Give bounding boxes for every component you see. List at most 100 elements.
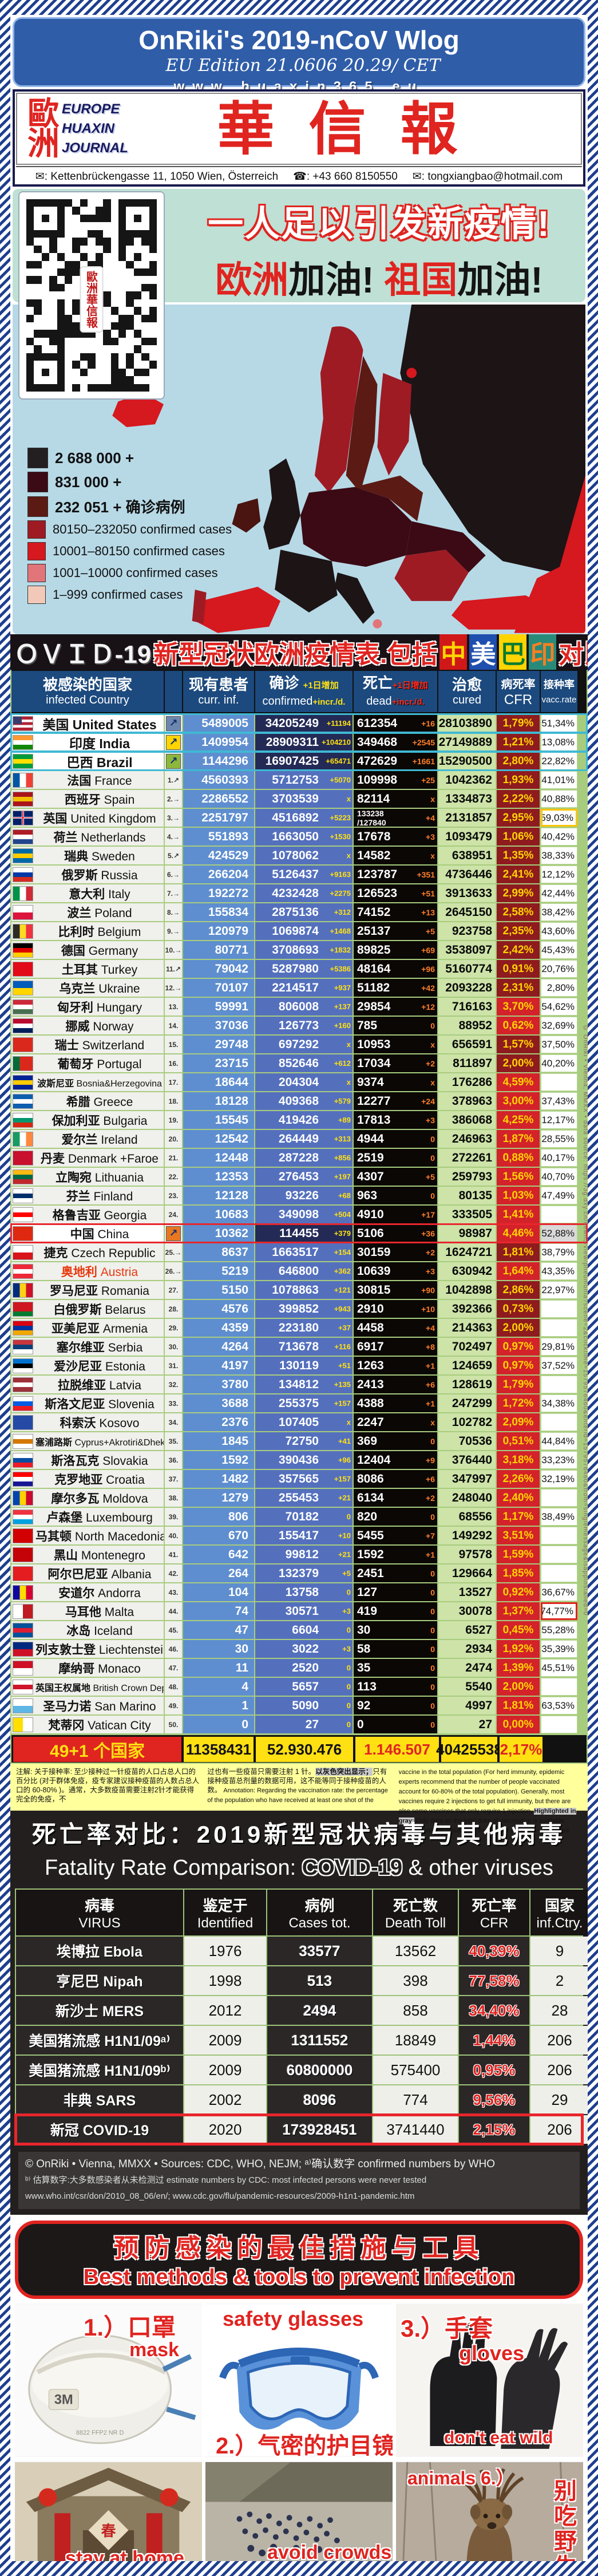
country-cell: 马耳他 Malta — [11, 1602, 164, 1620]
confirmed-cell: 1078062 x — [255, 847, 353, 864]
cfr-cell: 1,64% — [497, 1262, 540, 1280]
rank-cell: 4.→ — [165, 828, 182, 846]
qr-cell — [149, 314, 157, 323]
virus-countries: 29 — [530, 2085, 588, 2114]
current-infected-cell: 1279 — [183, 1489, 254, 1507]
confirmed-cell: 6604 0 — [255, 1621, 353, 1639]
country-cell: 比利时 Belgium — [11, 922, 164, 940]
country-cell: 德国 Germany — [11, 941, 164, 959]
qr-cell — [110, 307, 118, 315]
country-name-zh: 梵蒂冈 — [48, 1718, 88, 1732]
confirmed-increase: +612 — [334, 1059, 351, 1068]
country-name-en: Hungary — [96, 1001, 142, 1014]
confirmed-increase: 0 — [346, 1682, 351, 1691]
cfr-cell: 2,26% — [497, 1470, 540, 1488]
confirmed-value: 697292 — [278, 1037, 319, 1051]
country-name: 立陶宛 Lithuania — [35, 1168, 164, 1186]
cfr-cell: 1,39% — [497, 1659, 540, 1677]
cfr-cell: 1,87% — [497, 1130, 540, 1148]
dead-value: 10639 — [357, 1264, 391, 1278]
confirmed-increase: 0 — [346, 1512, 351, 1521]
qr-cell — [110, 353, 118, 361]
country-cell: 中国 China — [11, 1224, 164, 1242]
qr-cell — [103, 330, 111, 338]
country-name-zh: 瑞士 — [54, 1038, 82, 1052]
covid-table-header: 被感染的国家 infected Country 现有患者 curr. inf. … — [11, 670, 587, 713]
confirmed-value: 1663050 — [272, 829, 319, 843]
qr-cell — [34, 322, 42, 330]
confirmed-increase: x — [346, 795, 351, 803]
country-name: 乌克兰 Ukraine — [35, 979, 164, 997]
country-name: 芬兰 Finland — [35, 1187, 164, 1204]
qr-cell — [49, 199, 57, 207]
qr-cell — [141, 253, 149, 261]
country-flag — [13, 1509, 33, 1524]
qr-cell — [103, 268, 111, 276]
qr-cell — [103, 299, 111, 307]
virus-cases: 60800000 — [267, 2056, 372, 2084]
qr-cell — [34, 291, 42, 299]
confirmed-cell: 4516892 +5223 — [255, 809, 353, 827]
country-name: 马其顿 North Macedonia — [35, 1527, 164, 1544]
qr-cell — [149, 245, 157, 254]
qr-cell — [57, 276, 65, 284]
qr-cell — [88, 207, 96, 215]
cfr-cell: 4,59% — [497, 1073, 540, 1091]
confirmed-value: 4232428 — [272, 886, 319, 900]
qr-cell — [65, 337, 73, 346]
current-infected-cell: 47 — [183, 1621, 254, 1639]
cfr-cell: 3,18% — [497, 1451, 540, 1469]
qr-cell — [57, 307, 65, 315]
qr-cell — [149, 307, 157, 315]
confirmed-value: 2214517 — [272, 981, 319, 994]
table-row: 摩尔多瓦 Moldova 38. 1279 255453 +21 6134 +2 248040… — [11, 1489, 587, 1507]
virus-countries: 206 — [530, 2056, 588, 2084]
fatality-title-en: Fatality Rate Comparison: COVID-19 & oth… — [44, 1856, 554, 1880]
dead-increase: +9 — [426, 1455, 435, 1465]
qr-cell — [141, 199, 149, 207]
country-name-zh: 意大利 — [69, 887, 109, 901]
country-cell: 马其顿 North Macedonia — [11, 1527, 164, 1544]
current-infected-cell: 551893 — [183, 828, 254, 846]
rank-cell: 23. — [165, 1187, 182, 1204]
confirmed-value: 30571 — [285, 1604, 319, 1618]
dead-increase: +2 — [426, 1493, 435, 1503]
qr-cell — [26, 222, 34, 230]
cfr-cell: 1,81% — [497, 1243, 540, 1261]
country-cell: 捷克 Czech Republic — [11, 1243, 164, 1261]
dead-cell: 1592 +1 — [354, 1546, 437, 1563]
confirmed-value: 6604 — [292, 1623, 319, 1637]
col-cured: 治愈 cured — [438, 671, 496, 712]
country-cell: 瑞典 Sweden — [11, 847, 164, 864]
qr-cell — [110, 384, 118, 392]
vaccination-rate-cell: 38,79% — [541, 1243, 577, 1261]
qr-cell — [34, 337, 42, 346]
rank-cell: ↗ — [165, 714, 182, 732]
country-name-zh: 格鲁吉亚 — [52, 1208, 104, 1222]
cfr-cell: 3,51% — [497, 1527, 540, 1544]
qr-cell — [88, 230, 96, 238]
country-name: 冰岛 Iceland — [35, 1622, 164, 1639]
qr-cell — [88, 368, 96, 377]
table-row: 塞尔维亚 Serbia 30. 4264 713678 +116 6917 +8 702497… — [11, 1338, 587, 1356]
dead-value: 472629 — [357, 754, 398, 768]
cured-cell: 638951 — [438, 847, 496, 864]
country-cell: 冰岛 Iceland — [11, 1621, 164, 1639]
confirmed-increase: +856 — [334, 1153, 351, 1162]
dead-increase: +1 — [426, 1361, 435, 1370]
vaccination-rate-cell — [541, 1319, 577, 1337]
current-infected-cell: 4 — [183, 1678, 254, 1696]
country-cell: 安道尔 Andorra — [11, 1583, 164, 1601]
qr-cell — [49, 384, 57, 392]
cfr-cell: 0,97% — [497, 1357, 540, 1374]
dead-increase: +5 — [426, 926, 435, 936]
cured-cell: 98987 — [438, 1224, 496, 1242]
confirmed-value: 3703539 — [272, 792, 319, 805]
dead-cell: 51182 +42 — [354, 979, 437, 997]
vaccination-rate-cell — [541, 1300, 577, 1318]
confirmed-increase: 0 — [346, 1588, 351, 1597]
dead-increase: +17 — [421, 1210, 435, 1219]
table-row: 梵蒂冈 Vatican City 50. 0 27 0 0 0 27 0,00% — [11, 1716, 587, 1733]
table-row: 安道尔 Andorra 43. 104 13758 0 127 0 13527 0,92% 36,… — [11, 1583, 587, 1601]
country-name: 拉脱维亚 Latvia — [35, 1376, 164, 1393]
